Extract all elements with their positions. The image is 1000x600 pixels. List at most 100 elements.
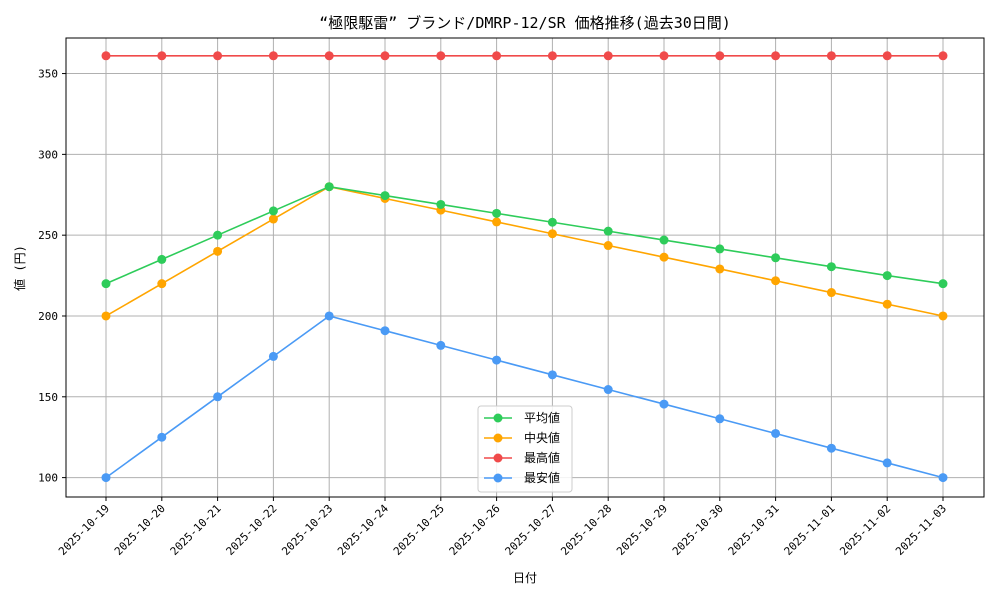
data-point (938, 473, 948, 483)
data-point (324, 182, 334, 192)
data-point (547, 229, 557, 239)
data-point (324, 51, 334, 61)
data-point (715, 264, 725, 274)
data-point (268, 206, 278, 216)
x-tick-label: 2025-10-25 (391, 502, 447, 558)
data-point (771, 51, 781, 61)
data-point (268, 351, 278, 361)
legend-item: 中央値 (484, 430, 560, 445)
x-tick-label: 2025-10-29 (614, 502, 670, 558)
data-point (213, 246, 223, 256)
data-point (938, 311, 948, 321)
data-point (771, 276, 781, 286)
data-point (771, 253, 781, 263)
data-point (157, 254, 167, 264)
legend-item: 最安値 (484, 470, 560, 485)
y-axis-label: 値 (円) (12, 245, 27, 291)
data-point (603, 51, 613, 61)
data-point (659, 51, 669, 61)
x-tick-label: 2025-10-31 (726, 502, 782, 558)
data-point (715, 51, 725, 61)
data-point (603, 226, 613, 236)
data-point (101, 311, 111, 321)
legend-swatch-marker (493, 473, 503, 483)
legend-label: 最高値 (524, 450, 560, 465)
data-point (715, 244, 725, 254)
legend-label: 中央値 (524, 430, 560, 445)
legend-swatch-marker (493, 453, 503, 463)
data-point (771, 428, 781, 438)
data-point (547, 51, 557, 61)
series-2 (101, 51, 948, 61)
series-line (105, 185, 944, 317)
legend-item: 平均値 (484, 410, 560, 425)
series-3 (101, 311, 948, 483)
legend-item: 最高値 (484, 450, 560, 465)
data-point (547, 370, 557, 380)
data-point (659, 399, 669, 409)
series-line (105, 185, 944, 285)
y-tick-label: 100 (38, 472, 58, 485)
data-point (492, 51, 502, 61)
data-point (436, 51, 446, 61)
x-tick-label: 2025-11-03 (893, 502, 949, 558)
y-axis: 100 150 200 250 300 350 (38, 68, 66, 485)
series-0 (101, 182, 948, 289)
y-tick-label: 350 (38, 68, 58, 81)
data-point (603, 241, 613, 251)
x-tick-label: 2025-10-26 (447, 502, 503, 558)
data-point (882, 271, 892, 281)
data-point (659, 235, 669, 245)
data-point (268, 214, 278, 224)
x-tick-label: 2025-10-27 (502, 502, 558, 558)
data-point (938, 279, 948, 289)
data-point (436, 199, 446, 209)
x-tick-label: 2025-10-21 (168, 502, 224, 558)
data-point (101, 473, 111, 483)
series-group (101, 51, 948, 483)
legend-label: 最安値 (524, 470, 560, 485)
data-point (826, 288, 836, 298)
legend-swatch-marker (493, 413, 503, 423)
data-point (213, 230, 223, 240)
x-tick-label: 2025-10-24 (335, 502, 391, 558)
data-point (492, 208, 502, 218)
data-point (659, 252, 669, 262)
data-point (101, 279, 111, 289)
plot-area-frame (65, 37, 985, 498)
y-tick-label: 200 (38, 310, 58, 323)
series-line (105, 315, 944, 479)
data-point (213, 392, 223, 402)
data-point (157, 279, 167, 289)
data-point (380, 326, 390, 336)
x-tick-label: 2025-11-02 (837, 502, 893, 558)
data-point (157, 51, 167, 61)
x-tick-label: 2025-11-01 (781, 502, 837, 558)
data-point (715, 414, 725, 424)
x-tick-label: 2025-10-23 (279, 502, 335, 558)
data-point (436, 340, 446, 350)
legend-label: 平均値 (524, 410, 560, 425)
x-tick-label: 2025-10-30 (670, 502, 726, 558)
series-1 (101, 182, 948, 321)
x-axis-label: 日付 (513, 571, 537, 585)
data-point (492, 217, 502, 227)
data-point (101, 51, 111, 61)
x-tick-label: 2025-10-28 (558, 502, 614, 558)
legend-swatch-marker (493, 433, 503, 443)
x-axis: 2025-10-19 2025-10-20 2025-10-21 2025-10-22… (56, 497, 949, 558)
data-point (882, 299, 892, 309)
y-tick-label: 300 (38, 148, 58, 161)
x-tick-label: 2025-10-22 (223, 502, 279, 558)
data-point (268, 51, 278, 61)
data-point (547, 217, 557, 227)
legend-box (477, 405, 573, 493)
data-point (938, 51, 948, 61)
y-tick-label: 250 (38, 229, 58, 242)
data-point (882, 458, 892, 468)
data-point (603, 385, 613, 395)
data-point (213, 51, 223, 61)
data-point (380, 51, 390, 61)
